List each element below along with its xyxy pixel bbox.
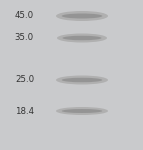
Ellipse shape [56, 75, 108, 84]
Ellipse shape [57, 33, 107, 42]
Ellipse shape [56, 107, 108, 115]
Ellipse shape [62, 109, 102, 113]
Text: 45.0: 45.0 [15, 12, 34, 21]
Text: 35.0: 35.0 [15, 33, 34, 42]
Ellipse shape [62, 36, 102, 40]
Ellipse shape [56, 11, 108, 21]
Text: 18.4: 18.4 [15, 106, 34, 116]
Ellipse shape [62, 14, 102, 18]
Text: 25.0: 25.0 [15, 75, 34, 84]
Ellipse shape [62, 78, 102, 82]
